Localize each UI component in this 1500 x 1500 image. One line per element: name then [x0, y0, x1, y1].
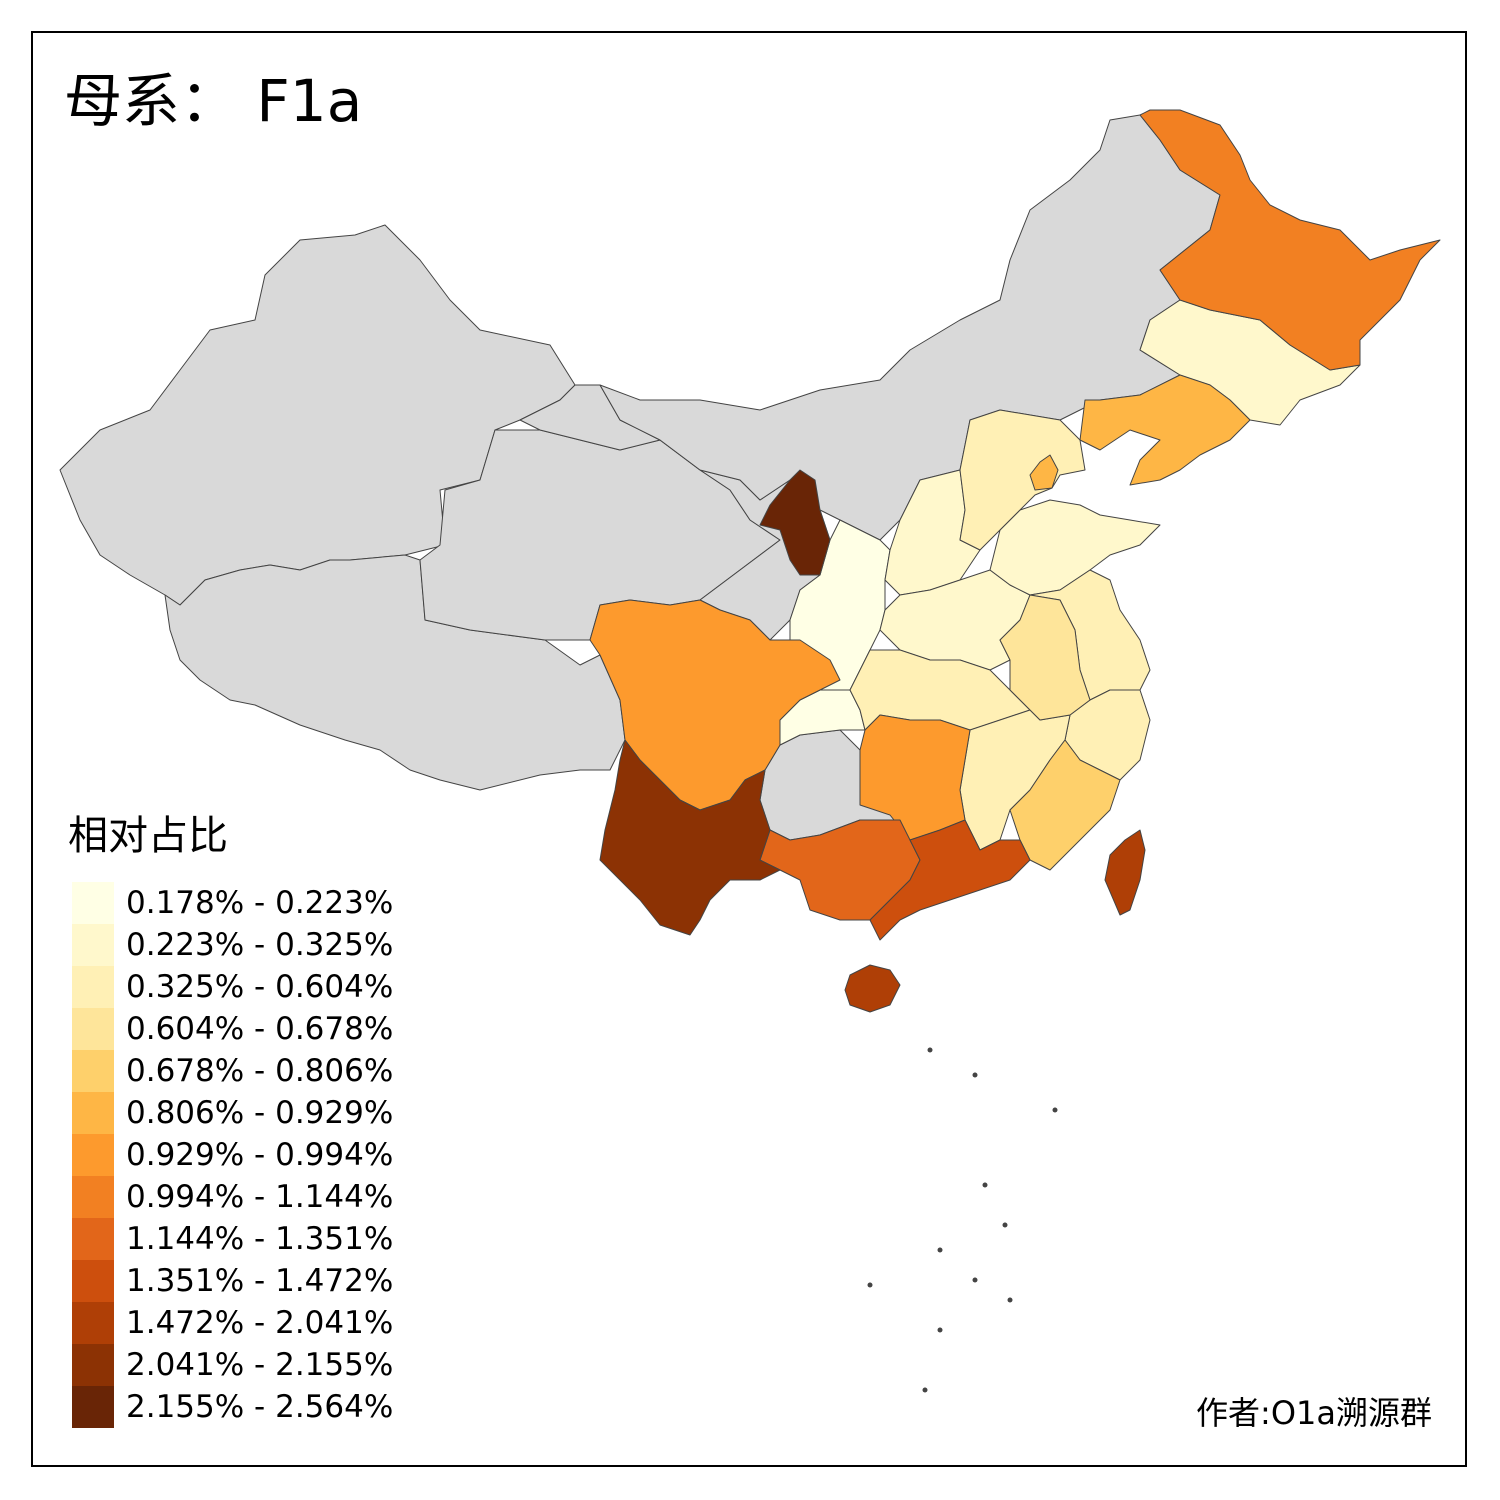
legend-label: 0.604% - 0.678% [126, 1011, 394, 1047]
legend-swatch [72, 1008, 114, 1050]
legend-item: 0.178% - 0.223% [72, 882, 402, 924]
region-taiwan [1104, 829, 1146, 916]
legend-item: 1.351% - 1.472% [72, 1260, 402, 1302]
island-marker [1002, 1222, 1008, 1228]
region-hainan [844, 964, 901, 1013]
legend-item: 1.472% - 2.041% [72, 1302, 402, 1344]
island-marker [1007, 1297, 1013, 1303]
legend-item: 0.806% - 0.929% [72, 1092, 402, 1134]
legend-label: 2.041% - 2.155% [126, 1347, 394, 1383]
island-marker [972, 1277, 978, 1283]
legend-swatch [72, 1050, 114, 1092]
island-marker [922, 1387, 928, 1393]
legend-item: 1.144% - 1.351% [72, 1218, 402, 1260]
legend-swatch [72, 1386, 114, 1428]
island-marker [927, 1047, 933, 1053]
legend-label: 0.178% - 0.223% [126, 885, 394, 921]
region-ningxia [759, 469, 831, 576]
legend-swatch [72, 1092, 114, 1134]
legend-item: 0.929% - 0.994% [72, 1134, 402, 1176]
author-credit: 作者:O1a溯源群 [1196, 1394, 1432, 1432]
legend-item: 0.325% - 0.604% [72, 966, 402, 1008]
region-fujian [1009, 739, 1121, 871]
legend-item: 0.994% - 1.144% [72, 1176, 402, 1218]
legend-item: 2.155% - 2.564% [72, 1386, 402, 1428]
legend-item: 0.678% - 0.806% [72, 1050, 402, 1092]
legend-title: 相对占比 [68, 813, 228, 859]
island-marker [972, 1072, 978, 1078]
legend-label: 0.994% - 1.144% [126, 1179, 394, 1215]
island-marker [1052, 1107, 1058, 1113]
legend-label: 0.678% - 0.806% [126, 1053, 394, 1089]
legend-item: 2.041% - 2.155% [72, 1344, 402, 1386]
region-heilongjiang [1139, 109, 1441, 371]
legend-label: 0.929% - 0.994% [126, 1137, 394, 1173]
island-marker [982, 1182, 988, 1188]
legend: 0.178% - 0.223% 0.223% - 0.325% 0.325% -… [72, 882, 402, 1428]
region-yunnan [599, 739, 781, 936]
legend-label: 0.806% - 0.929% [126, 1095, 394, 1131]
region-shandong [989, 499, 1161, 596]
legend-swatch [72, 1302, 114, 1344]
map-title: 母系： F1a [64, 67, 363, 135]
legend-swatch [72, 882, 114, 924]
island-marker [937, 1327, 943, 1333]
island-marker [867, 1282, 873, 1288]
region-hebei [959, 409, 1086, 551]
legend-swatch [72, 1260, 114, 1302]
legend-swatch [72, 1134, 114, 1176]
legend-label: 1.351% - 1.472% [126, 1263, 394, 1299]
legend-label: 1.144% - 1.351% [126, 1221, 394, 1257]
legend-swatch [72, 1344, 114, 1386]
legend-swatch [72, 1176, 114, 1218]
legend-swatch [72, 966, 114, 1008]
region-tianjin [1029, 454, 1059, 491]
legend-label: 1.472% - 2.041% [126, 1305, 394, 1341]
region-shanxi [884, 469, 981, 596]
legend-label: 0.223% - 0.325% [126, 927, 394, 963]
legend-item: 0.223% - 0.325% [72, 924, 402, 966]
legend-item: 0.604% - 0.678% [72, 1008, 402, 1050]
legend-label: 0.325% - 0.604% [126, 969, 394, 1005]
island-marker [937, 1247, 943, 1253]
region-guangdong [869, 819, 1031, 941]
legend-swatch [72, 1218, 114, 1260]
legend-label: 2.155% - 2.564% [126, 1389, 394, 1425]
map-frame [31, 31, 1467, 1467]
region-anhui [999, 594, 1091, 721]
region-liaoning [1079, 374, 1251, 486]
legend-swatch [72, 924, 114, 966]
